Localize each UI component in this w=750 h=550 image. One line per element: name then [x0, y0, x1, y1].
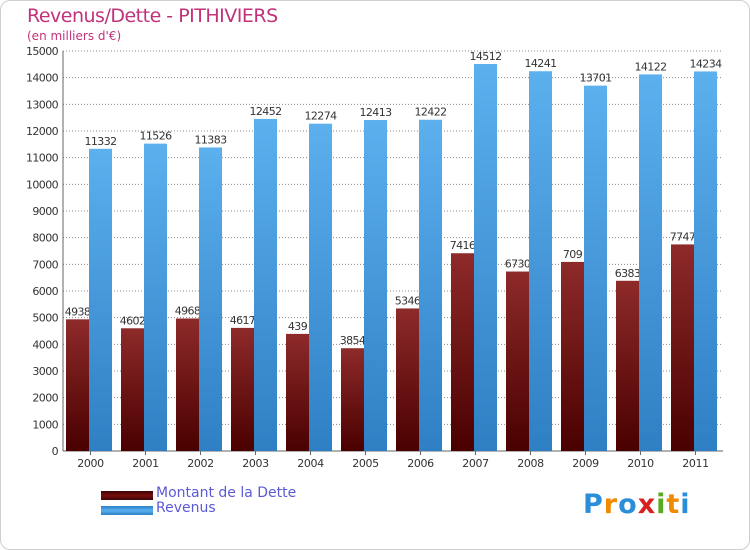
y-tick-label: 12000 [26, 125, 59, 138]
bar-revenus [144, 143, 167, 451]
y-tick-label: 7000 [32, 258, 58, 271]
y-tick-label: 10000 [26, 178, 59, 191]
y-tick-label: 13000 [26, 98, 59, 111]
logo-letter: i [656, 489, 667, 520]
data-label-dette: 5346 [395, 294, 421, 307]
proxiti-logo: Proxiti [583, 489, 691, 520]
data-label-dette: 7747 [670, 230, 696, 243]
data-label-revenus: 12274 [305, 110, 338, 123]
bar-dette [231, 327, 254, 451]
data-label-dette: 7416 [450, 239, 476, 252]
x-tick-label: 2003 [242, 457, 269, 470]
data-label-dette: 6383 [615, 267, 641, 280]
legend-label-dette: Montant de la Dette [156, 485, 297, 501]
bar-dette [451, 253, 474, 451]
bar-revenus [364, 119, 387, 451]
x-tick-label: 2002 [187, 457, 213, 470]
data-label-dette: 3854 [340, 334, 366, 347]
x-tick-label: 2010 [627, 457, 654, 470]
x-tick-label: 2009 [572, 457, 599, 470]
y-tick-label: 5000 [32, 312, 58, 325]
x-tick-label: 2005 [352, 457, 379, 470]
legend-swatch-dette [101, 491, 153, 500]
bar-revenus [529, 71, 552, 452]
x-tick-label: 2006 [407, 457, 434, 470]
y-tick-label: 11000 [26, 152, 59, 165]
bar-dette [341, 348, 364, 451]
bar-revenus [639, 74, 662, 451]
y-tick-label: 9000 [32, 205, 58, 218]
legend-swatch-revenus [101, 506, 153, 515]
data-label-dette: 709 [563, 248, 583, 261]
bar-dette [396, 308, 419, 451]
bar-revenus [199, 147, 222, 451]
data-label-revenus: 12413 [360, 106, 393, 119]
data-label-revenus: 13701 [580, 72, 612, 85]
y-tick-label: 6000 [32, 285, 58, 298]
y-tick-label: 14000 [26, 72, 59, 85]
x-tick-label: 2000 [77, 457, 104, 470]
data-label-dette: 6730 [505, 258, 531, 271]
bar-dette [176, 318, 199, 451]
bar-revenus [309, 123, 332, 452]
bar-dette [506, 271, 529, 451]
data-label-dette: 439 [288, 320, 308, 333]
bar-dette [561, 261, 584, 451]
y-tick-label: 15000 [26, 45, 59, 58]
legend-label-revenus: Revenus [156, 500, 216, 516]
data-label-dette: 4617 [230, 314, 256, 327]
bar-revenus [694, 71, 717, 451]
bar-revenus [254, 118, 277, 452]
x-tick-label: 2011 [682, 457, 708, 470]
bar-dette [121, 328, 144, 451]
bar-dette [286, 333, 309, 451]
data-label-revenus: 14512 [470, 50, 502, 63]
data-label-dette: 4968 [175, 305, 201, 318]
data-label-dette: 4938 [65, 305, 91, 318]
y-tick-label: 8000 [32, 232, 58, 245]
x-tick-label: 2001 [132, 457, 158, 470]
bar-dette [616, 280, 639, 451]
chart-title: Revenus/Dette - PITHIVIERS [27, 5, 278, 27]
y-tick-label: 4000 [32, 338, 58, 351]
data-label-revenus: 11332 [85, 135, 117, 148]
data-label-dette: 4602 [120, 314, 146, 327]
data-label-revenus: 14122 [635, 60, 667, 73]
logo-letter: r [603, 489, 619, 520]
bar-revenus [89, 148, 112, 451]
logo-letter: x [637, 489, 657, 520]
x-tick-label: 2007 [462, 457, 489, 470]
logo-letter: i [680, 489, 691, 520]
logo-letter: o [618, 489, 638, 520]
y-tick-label: 3000 [32, 365, 58, 378]
bar-revenus [584, 85, 607, 451]
y-tick-label: 2000 [32, 392, 58, 405]
x-tick-label: 2008 [517, 457, 544, 470]
bar-dette [671, 244, 694, 451]
data-label-revenus: 11526 [140, 130, 173, 143]
bar-revenus [419, 119, 442, 451]
data-label-revenus: 11383 [195, 133, 228, 146]
bar-revenus [474, 64, 497, 451]
logo-letter: t [666, 489, 681, 520]
logo-letter: P [583, 489, 604, 520]
data-label-revenus: 14234 [690, 57, 723, 70]
bar-dette [66, 319, 89, 451]
data-label-revenus: 12452 [250, 105, 282, 118]
x-tick-label: 2004 [297, 457, 324, 470]
chart-subtitle: (en milliers d'€) [27, 29, 122, 43]
y-tick-label: 1000 [32, 418, 58, 431]
data-label-revenus: 14241 [525, 57, 557, 70]
data-label-revenus: 12422 [415, 106, 447, 119]
y-tick-label: 0 [52, 445, 59, 458]
